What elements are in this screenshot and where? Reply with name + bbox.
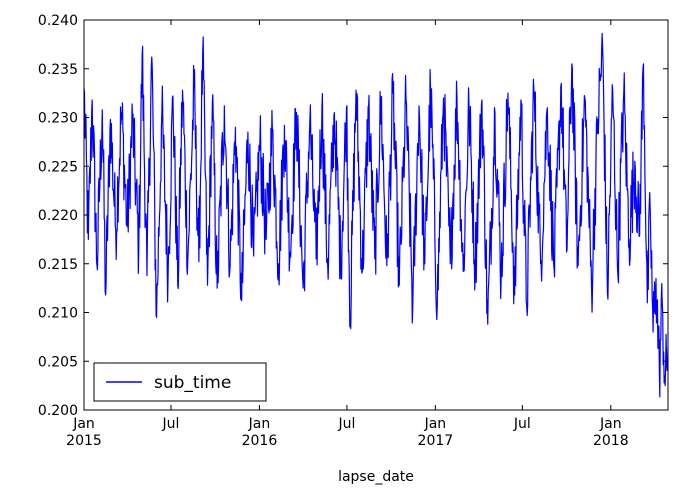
x-tick-label: Jan [424,416,447,432]
y-tick-label: 0.240 [38,13,78,29]
series-line-sub_time [84,32,668,398]
x-axis-label: lapse_date [338,469,414,485]
x-tick-label-year: 2015 [66,433,102,449]
y-tick-label: 0.215 [38,257,78,273]
y-tick-label: 0.230 [38,111,78,127]
x-tick-label: Jan [248,416,271,432]
x-tick-label-year: 2017 [418,433,454,449]
plot-area [84,32,668,398]
y-tick-label: 0.210 [38,306,78,322]
x-tick-label: Jul [162,416,180,432]
legend: sub_time [93,362,267,402]
y-tick-label: 0.225 [38,159,78,175]
x-tick-label: Jul [513,416,531,432]
x-tick-label: Jul [337,416,355,432]
x-tick-label: Jan [599,416,622,432]
legend-label: sub_time [154,373,231,393]
x-tick-label-year: 2016 [242,433,278,449]
axes: 0.200 0.205 0.210 0.215 0.220 0.225 0.230 0.235… [38,13,669,449]
x-tick-label: Jan [72,416,95,432]
y-tick-label: 0.235 [38,62,78,78]
y-tick-label: 0.200 [38,403,78,419]
y-tick-label: 0.220 [38,208,78,224]
y-tick-label: 0.205 [38,354,78,370]
x-tick-label-year: 2018 [593,433,629,449]
